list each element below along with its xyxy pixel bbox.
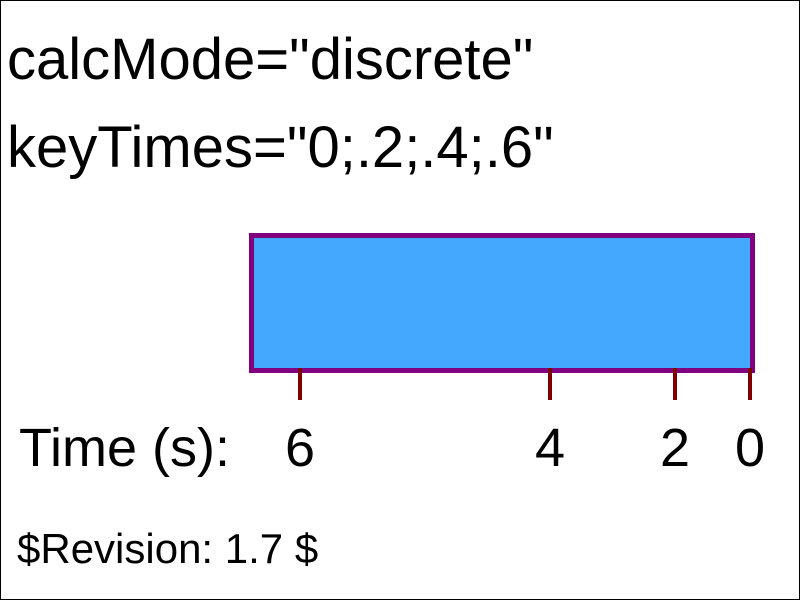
calc-mode-text: calcMode="discrete" [7,27,534,92]
tick-label-6: 6 [284,418,316,478]
tick-mark-2 [673,368,677,400]
animated-bar [249,233,755,373]
time-axis-label: Time (s): [19,418,230,478]
tick-mark-4 [548,368,552,400]
tick-mark-0 [748,368,752,400]
tick-label-0: 0 [734,418,766,478]
tick-label-2: 2 [659,418,691,478]
tick-mark-6 [298,368,302,400]
tick-label-4: 4 [534,418,566,478]
key-times-text: keyTimes="0;.2;.4;.6" [7,115,554,180]
revision-text: $Revision: 1.7 $ [17,525,319,572]
